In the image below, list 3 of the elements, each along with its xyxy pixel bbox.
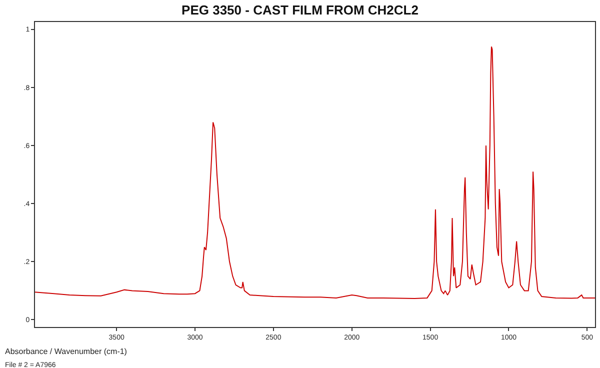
- line-series: [35, 46, 595, 300]
- x-axis-title: Absorbance / Wavenumber (cm-1): [5, 347, 128, 356]
- chart-title: PEG 3350 - CAST FILM FROM CH2CL2: [182, 2, 418, 18]
